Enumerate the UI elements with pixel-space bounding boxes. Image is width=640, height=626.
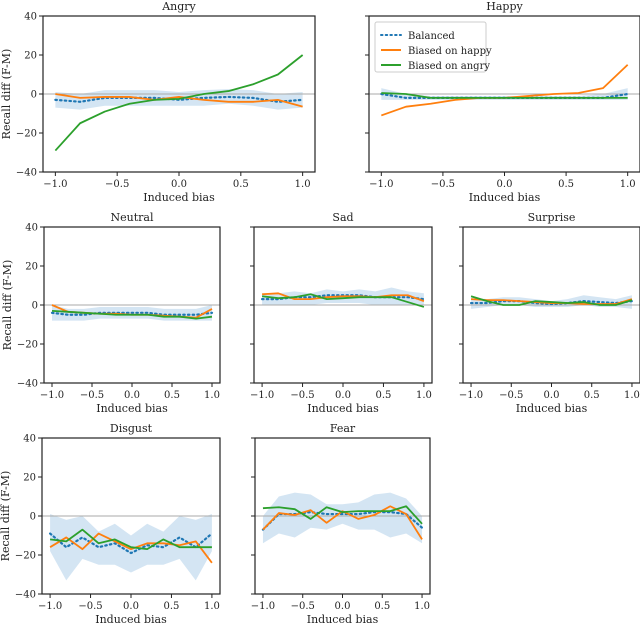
subplot-surprise: Surprise −1.0 −0.5 0.0 0.5 1.0 Induced bias — [459, 211, 640, 415]
subplot-title: Sad — [332, 211, 353, 224]
subplot-angry: Angry −1.0 −0.5 0.0 0.5 1.0 Induced bias −40 −20… — [0, 0, 316, 204]
y-tick-label: −20 — [16, 129, 37, 140]
y-tick-label: 40 — [24, 12, 37, 23]
x-tick-label: −0.5 — [78, 601, 102, 612]
x-axis-label: Induced bias — [307, 613, 379, 626]
x-tick-label: −1.0 — [250, 390, 274, 401]
x-tick-label: 0.5 — [374, 601, 390, 612]
x-axis-label: Induced bias — [307, 402, 379, 415]
x-tick-label: −1.0 — [369, 179, 393, 190]
y-tick-label: 0 — [30, 512, 36, 523]
x-tick-label: 1.0 — [414, 601, 430, 612]
series-balanced — [50, 311, 214, 316]
x-tick-label: 0.0 — [123, 601, 139, 612]
series-balanced — [469, 300, 634, 306]
series-biased-on-angry — [49, 528, 212, 551]
x-tick-label: −1.0 — [251, 601, 275, 612]
legend-label: Balanced — [408, 31, 455, 42]
balanced-confidence-band — [262, 492, 423, 544]
x-tick-label: 0.0 — [497, 179, 513, 190]
series-biased-on-angry — [381, 92, 628, 99]
subplot-neutral: Neutral −1.0 −0.5 0.0 0.5 1.0 Induced bias −40 −… — [1, 211, 221, 415]
x-tick-label: 0.5 — [233, 179, 249, 190]
series-biased-on-angry — [262, 505, 423, 525]
subplot-title: Angry — [161, 0, 196, 13]
series-balanced — [54, 95, 304, 103]
y-tick-label: 20 — [24, 51, 37, 62]
subplot-sad: Sad −1.0 −0.5 0.0 0.5 1.0 Induced bias — [250, 211, 433, 415]
series-biased-on-angry — [51, 309, 213, 320]
x-tick-label: −0.5 — [499, 390, 523, 401]
y-tick-label: 40 — [25, 223, 38, 234]
legend-label: Biased on happy — [408, 46, 492, 57]
x-tick-label: 0.0 — [124, 390, 140, 401]
subplot-title: Fear — [330, 422, 356, 435]
x-tick-label: −0.5 — [105, 179, 129, 190]
x-tick-label: 0.5 — [558, 179, 574, 190]
y-tick-label: 0 — [32, 301, 38, 312]
series-biased-on-happy — [49, 532, 213, 564]
x-axis-label: Induced bias — [469, 191, 541, 204]
series-biased-on-angry — [54, 54, 304, 152]
legend: Balanced Biased on happy Biased on angry — [374, 21, 492, 73]
y-tick-label: −20 — [17, 340, 38, 351]
y-axis-label: Recall diff (F-M) — [0, 49, 13, 140]
x-tick-label: 1.0 — [416, 390, 432, 401]
series-biased-on-happy — [470, 298, 633, 305]
x-tick-label: −1.0 — [43, 179, 67, 190]
x-tick-label: 0.0 — [335, 390, 351, 401]
subplot-fear: Fear −1.0 −0.5 0.0 0.5 1.0 Induced bias — [251, 422, 431, 626]
x-tick-label: −1.0 — [38, 601, 62, 612]
subplot-title: Surprise — [528, 211, 576, 224]
series-biased-on-angry — [261, 293, 425, 308]
y-axis-label: Recall diff (F-M) — [0, 471, 12, 562]
x-tick-label: −0.5 — [290, 390, 314, 401]
x-tick-label: 1.0 — [620, 179, 636, 190]
y-tick-label: 0 — [31, 90, 37, 101]
x-tick-label: 0.0 — [335, 601, 351, 612]
x-axis-label: Induced bias — [143, 191, 215, 204]
x-tick-label: −0.5 — [80, 390, 104, 401]
x-tick-label: 0.5 — [164, 601, 180, 612]
x-tick-label: −1.0 — [459, 390, 483, 401]
x-tick-label: 1.0 — [624, 390, 640, 401]
x-tick-label: 1.0 — [295, 179, 311, 190]
x-tick-label: −1.0 — [40, 390, 64, 401]
y-tick-label: 20 — [25, 262, 38, 273]
y-tick-label: −20 — [15, 551, 36, 562]
series-biased-on-happy — [55, 93, 303, 108]
x-axis-label: Induced bias — [96, 402, 168, 415]
x-tick-label: 1.0 — [204, 601, 220, 612]
x-tick-label: 0.5 — [164, 390, 180, 401]
subplot-disgust: Disgust −1.0 −0.5 0.0 0.5 1.0 Induced bias −40 −… — [0, 422, 221, 626]
x-tick-label: 0.5 — [376, 390, 392, 401]
x-tick-label: 1.0 — [204, 390, 220, 401]
subplot-title: Disgust — [110, 422, 153, 435]
y-tick-label: −40 — [15, 590, 36, 601]
x-tick-label: 0.5 — [584, 390, 600, 401]
legend-label: Biased on angry — [408, 61, 490, 72]
x-axis-label: Induced bias — [95, 613, 167, 626]
series-balanced — [260, 294, 426, 301]
subplot-happy: Happy −1.0 −0.5 0.0 0.5 1.0 Induced bias Balanc… — [365, 0, 640, 204]
series-biased-on-angry — [470, 295, 633, 306]
y-axis-label: Recall diff (F-M) — [1, 260, 14, 351]
x-axis-label: Induced bias — [516, 402, 588, 415]
x-tick-label: −0.5 — [291, 601, 315, 612]
x-tick-label: 0.0 — [171, 179, 187, 190]
subplot-title: Happy — [486, 0, 523, 13]
subplot-title: Neutral — [111, 211, 154, 224]
x-tick-label: 0.0 — [544, 390, 560, 401]
y-tick-label: 20 — [23, 473, 36, 484]
series-balanced — [48, 532, 214, 555]
x-tick-label: −0.5 — [431, 179, 455, 190]
y-tick-label: −40 — [17, 379, 38, 390]
y-tick-label: 40 — [23, 434, 36, 445]
legend-box — [374, 21, 487, 73]
y-tick-label: −40 — [16, 168, 37, 179]
